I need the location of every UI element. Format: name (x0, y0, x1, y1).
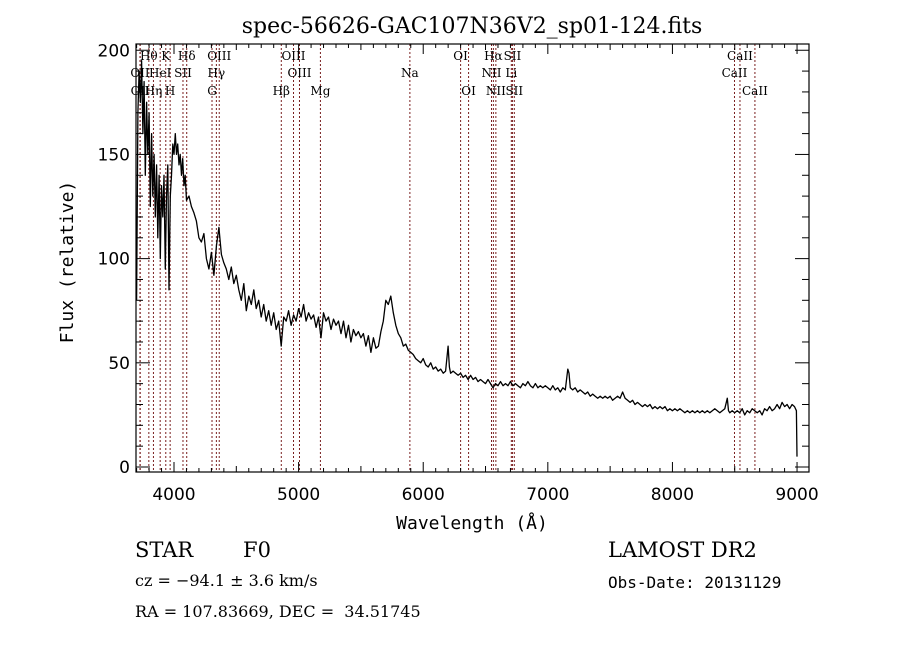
spectral-line-label: Hθ (140, 49, 158, 63)
spectral-line-label: CaII (722, 66, 748, 80)
plot-frame (135, 43, 810, 473)
chart-title: spec-56626-GAC107N36V2_sp01-124.fits (242, 14, 703, 39)
spectral-line-label: K (161, 49, 171, 63)
spectral-line-label: OIII (207, 49, 231, 63)
spectral-lines-layer (139, 44, 756, 472)
x-tick-label: 6000 (402, 485, 445, 505)
axes: 4000 5000 6000 7000 8000 9000 0 50 100 150 200 (98, 41, 819, 505)
spectral-line-label: NII (486, 84, 506, 98)
x-axis-title: Wavelength (Å) (396, 512, 548, 534)
spectral-line-label: Li (505, 66, 517, 80)
spectral-line-label: OI (453, 49, 468, 63)
x-tick-label: 4000 (152, 485, 195, 505)
survey-name: LAMOST DR2 (608, 538, 757, 562)
spectral-line-label: SII (505, 84, 523, 98)
x-tick-label: 9000 (775, 485, 818, 505)
y-tick-label: 200 (98, 41, 130, 61)
x-tick-label: 7000 (526, 485, 569, 505)
spectral-line-label: Hα (484, 49, 503, 63)
series-layer (135, 60, 798, 457)
series-line-flux (135, 60, 798, 457)
spectral-line-label: H (165, 84, 175, 98)
spectral-line-label: Mg (310, 84, 330, 98)
y-tick-label: 0 (119, 458, 130, 478)
spectral-line-label: SII (504, 49, 522, 63)
y-tick-label: 100 (98, 250, 130, 270)
obs-date: Obs-Date: 20131129 (608, 573, 782, 592)
spectral-line-label: OI (461, 84, 476, 98)
spectral-line-label: Hη (145, 84, 163, 98)
object-subclass: F0 (243, 538, 271, 562)
spectral-line-label: OIII (281, 49, 305, 63)
spectral-line-label: NII (482, 66, 502, 80)
object-class: STAR (135, 538, 194, 562)
spectral-line-label: G (207, 84, 217, 98)
spectral-line-label: Hδ (178, 49, 196, 63)
spectral-line-label: OIII (287, 66, 311, 80)
x-tick-label: 5000 (277, 485, 320, 505)
y-axis-title: Flux (relative) (57, 181, 78, 344)
spectral-line-label: Na (401, 66, 419, 80)
spectral-line-label: Hβ (273, 84, 290, 98)
spectral-line-label: CaII (727, 49, 753, 63)
spectral-line-label: SII (174, 66, 192, 80)
spectral-line-label: CaII (742, 84, 768, 98)
x-tick-label: 8000 (651, 485, 694, 505)
y-tick-label: 50 (108, 354, 130, 374)
spectral-line-label: Hγ (208, 66, 226, 80)
y-tick-label: 150 (98, 145, 130, 165)
coordinates-text: RA = 107.83669, DEC = 34.51745 (135, 602, 421, 621)
spectral-line-label: OII (130, 66, 150, 80)
redshift-text: cz = −94.1 ± 3.6 km/s (135, 571, 318, 590)
spectral-line-label: HeI (149, 66, 172, 80)
